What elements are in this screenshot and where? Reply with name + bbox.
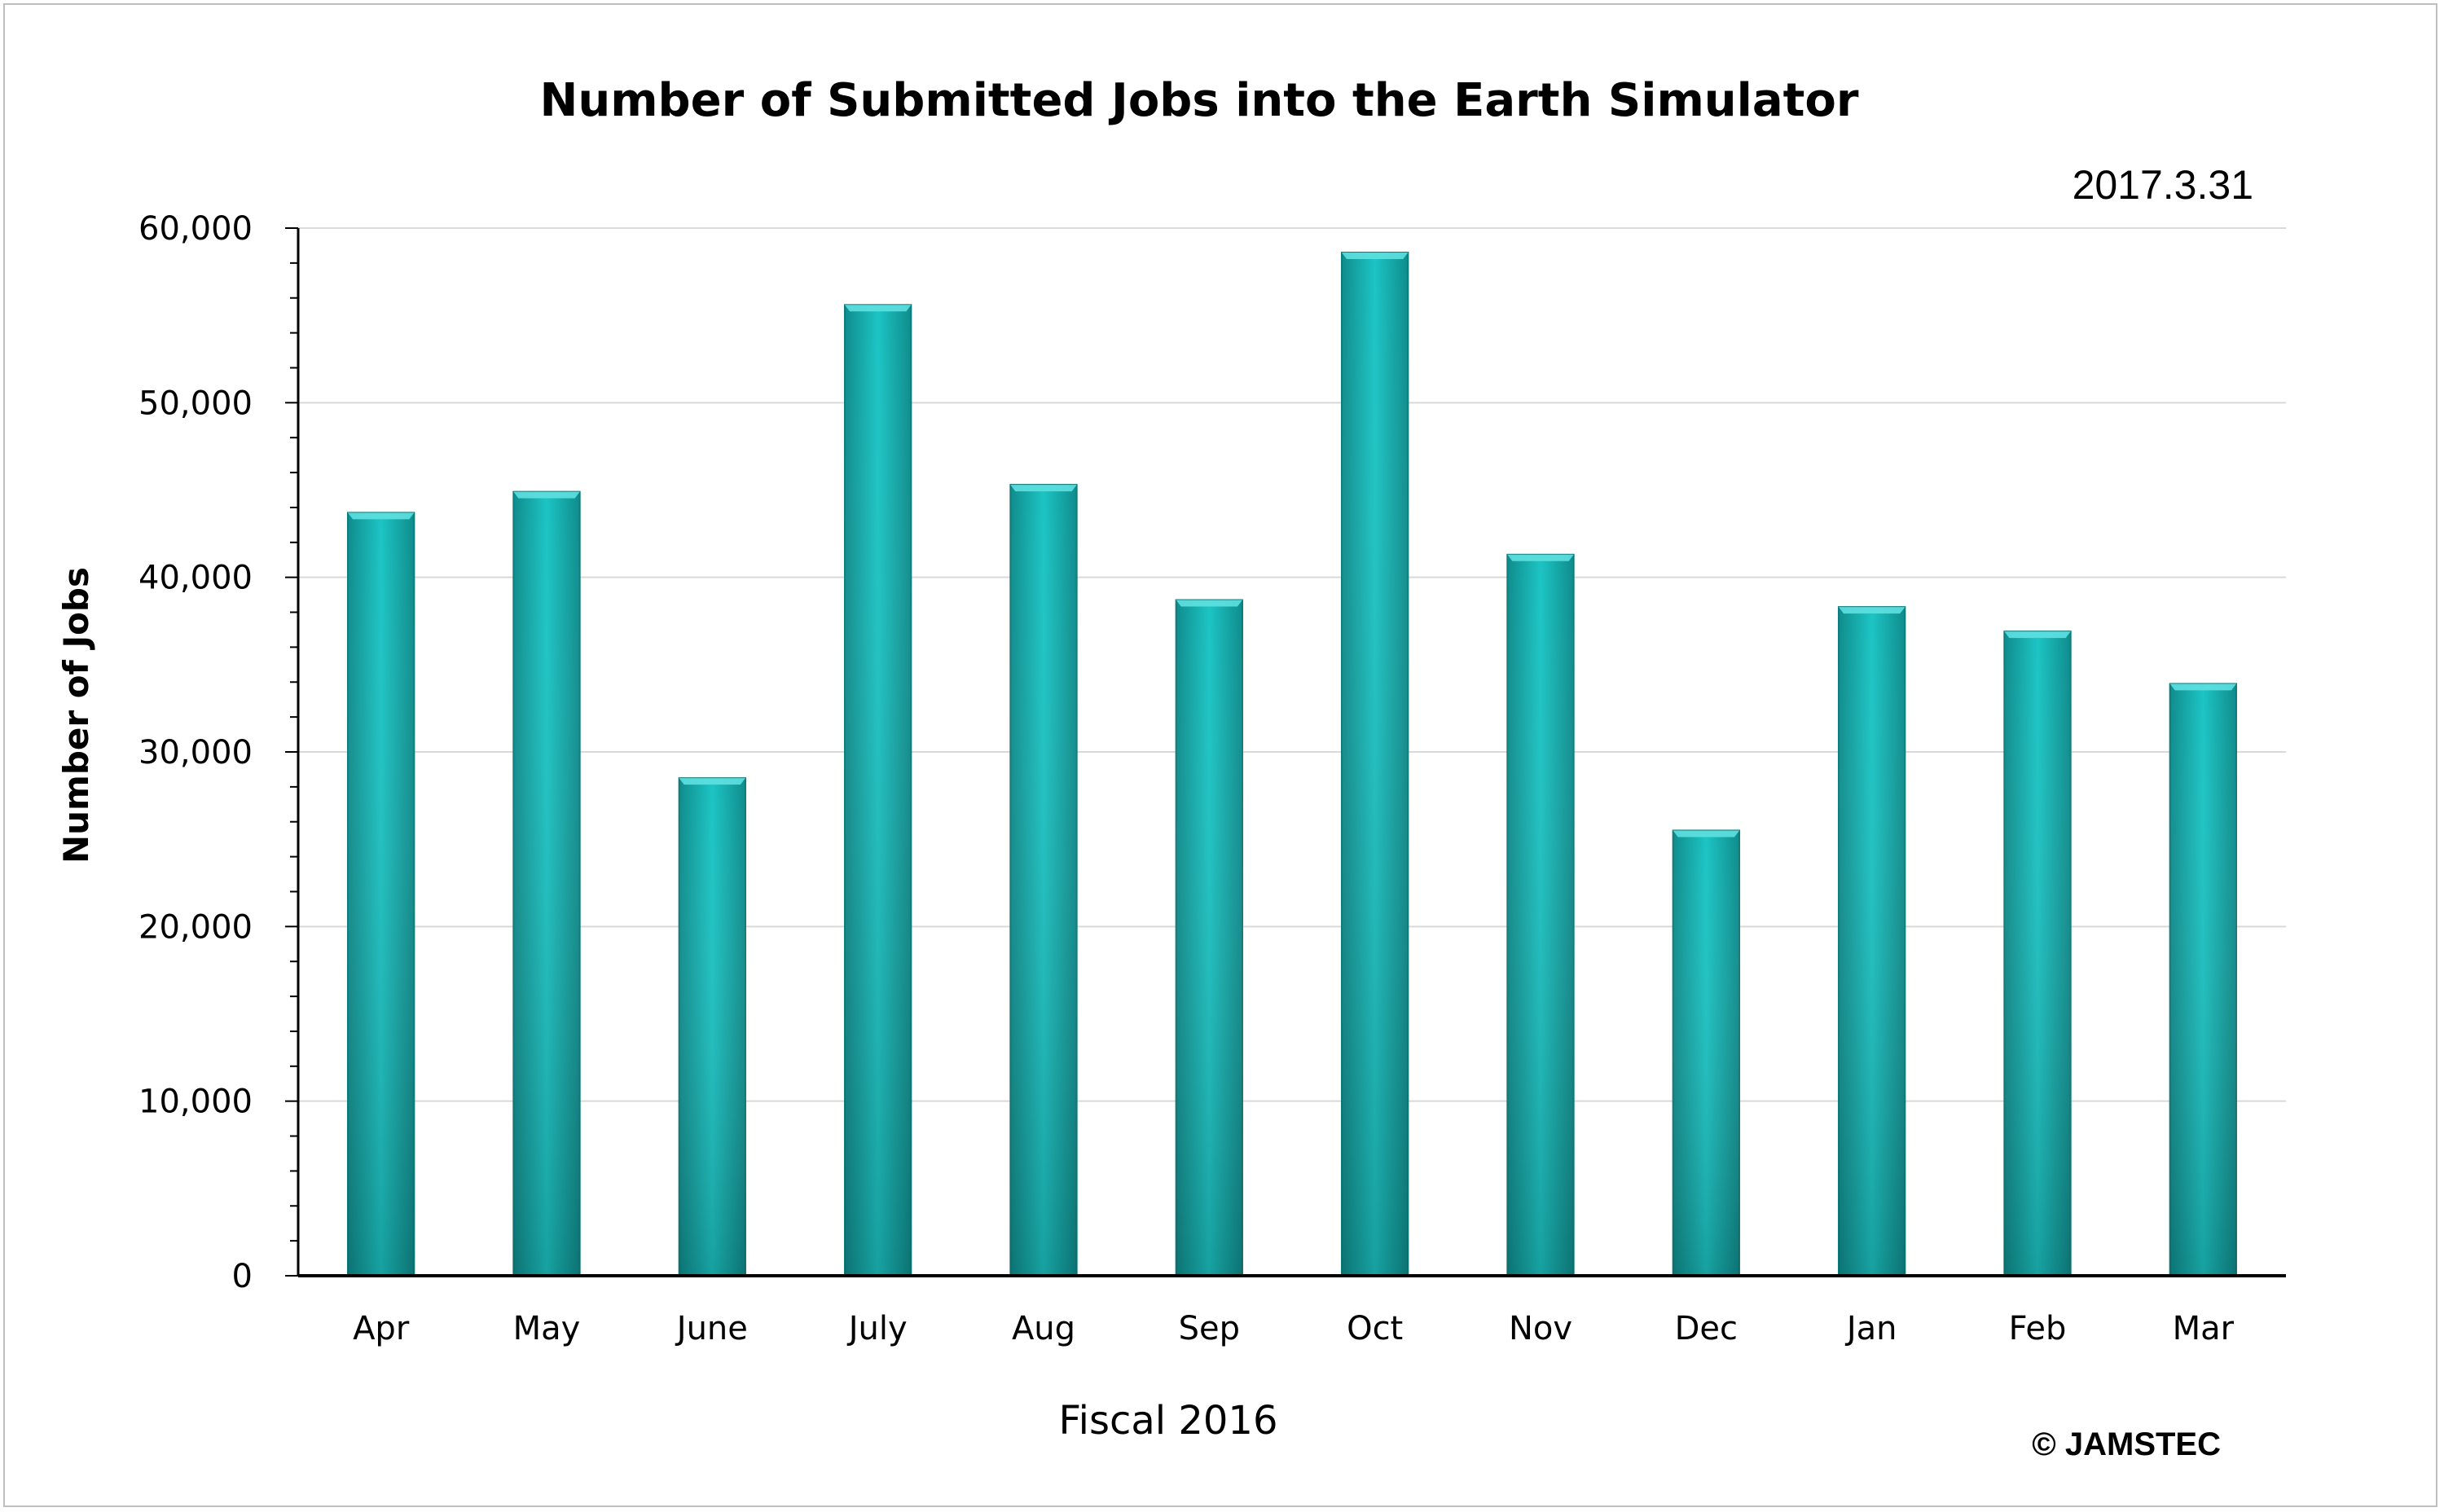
chart-frame: Number of Submitted Jobs into the Earth … bbox=[3, 3, 2437, 1507]
bar-may bbox=[512, 490, 581, 1277]
bar-top-bevel bbox=[2004, 631, 2071, 639]
bar-shade bbox=[1507, 554, 1574, 1276]
x-tick-label: Jan bbox=[1844, 1310, 1897, 1347]
x-tick-label: Mar bbox=[2173, 1310, 2235, 1347]
bar-top-bevel bbox=[1176, 600, 1242, 607]
bar-shade bbox=[2004, 631, 2071, 1276]
y-tick-label: 20,000 bbox=[138, 908, 253, 946]
bar-sep bbox=[1175, 599, 1243, 1277]
y-tick-label: 0 bbox=[232, 1258, 253, 1295]
x-tick-labels: Apr May June July Aug Sep Oct Nov Dec Jan Feb Mar bbox=[353, 1310, 2235, 1347]
bar-jan bbox=[1838, 606, 1906, 1277]
date-stamp: 2017.3.31 bbox=[2073, 162, 2253, 208]
y-tick-label: 40,000 bbox=[138, 560, 253, 597]
bar-shade bbox=[1010, 485, 1077, 1276]
bar-dec bbox=[1672, 829, 1740, 1277]
bar-chart: Number of Submitted Jobs into the Earth … bbox=[56, 74, 2286, 1462]
y-tick-label: 50,000 bbox=[138, 385, 253, 422]
bar-shade bbox=[1176, 600, 1242, 1276]
bar-top-bevel bbox=[1839, 607, 1906, 614]
x-tick-label: Feb bbox=[2009, 1310, 2067, 1347]
bars bbox=[347, 252, 2238, 1277]
bar-aug bbox=[1009, 484, 1078, 1277]
x-tick-label: June bbox=[675, 1310, 748, 1347]
bar-top-bevel bbox=[2169, 683, 2236, 691]
bar-shade bbox=[845, 305, 912, 1277]
bar-top-bevel bbox=[1507, 554, 1574, 561]
bar-mar bbox=[2169, 683, 2238, 1277]
bar-shade bbox=[348, 512, 415, 1276]
x-tick-label: Aug bbox=[1012, 1310, 1075, 1347]
gridlines bbox=[298, 227, 2286, 1102]
bar-oct bbox=[1341, 252, 1409, 1277]
bar-shade bbox=[1673, 830, 1739, 1276]
bar-shade bbox=[1342, 253, 1409, 1277]
bar-shade bbox=[1839, 607, 1906, 1276]
x-tick-label: May bbox=[513, 1310, 581, 1347]
bar-top-bevel bbox=[1673, 830, 1739, 837]
x-tick-label: Oct bbox=[1347, 1310, 1403, 1347]
x-tick-label: July bbox=[846, 1310, 908, 1347]
x-tick-label: Sep bbox=[1179, 1310, 1240, 1347]
bar-apr bbox=[347, 512, 415, 1277]
bar-top-bevel bbox=[348, 512, 415, 520]
y-tick-label: 60,000 bbox=[138, 210, 253, 248]
x-tick-label: Dec bbox=[1675, 1310, 1738, 1347]
bar-shade bbox=[679, 778, 745, 1276]
chart-title: Number of Submitted Jobs into the Earth … bbox=[539, 74, 1858, 127]
y-tick-label: 10,000 bbox=[138, 1083, 253, 1121]
bar-top-bevel bbox=[679, 778, 745, 785]
bar-top-bevel bbox=[1010, 485, 1077, 492]
x-tick-label: Nov bbox=[1509, 1310, 1572, 1347]
bar-shade bbox=[2169, 683, 2236, 1276]
bar-shade bbox=[513, 491, 580, 1276]
y-tick-labels: 0 10,000 20,000 30,000 40,000 50,000 60,000 bbox=[138, 210, 253, 1295]
bar-top-bevel bbox=[845, 305, 912, 312]
bar-june bbox=[678, 777, 747, 1277]
copyright-notice: © JAMSTEC bbox=[2032, 1426, 2221, 1462]
bar-top-bevel bbox=[1342, 253, 1409, 260]
axes bbox=[285, 227, 2286, 1277]
y-axis-label: Number of Jobs bbox=[56, 567, 96, 864]
bar-nov bbox=[1506, 553, 1575, 1277]
bar-july bbox=[844, 304, 912, 1277]
bar-feb bbox=[2003, 631, 2072, 1277]
x-tick-label: Apr bbox=[353, 1310, 410, 1347]
bar-top-bevel bbox=[513, 491, 580, 499]
y-tick-label: 30,000 bbox=[138, 734, 253, 771]
x-axis-label: Fiscal 2016 bbox=[1058, 1398, 1277, 1444]
